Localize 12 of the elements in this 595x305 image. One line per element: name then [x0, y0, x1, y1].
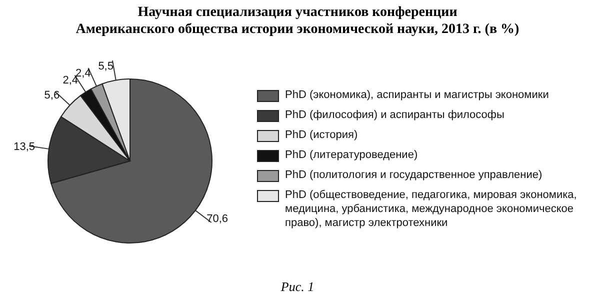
chart-title: Научная специализация участников конференции Американского общества истории экономической науки, 2013 г. (в %): [74, 4, 520, 39]
data-label: 5,5: [98, 60, 114, 72]
text: Рис. 1: [280, 279, 316, 295]
legend-label: PhD (философия) и аспиранты философы: [285, 108, 504, 122]
data-label: 13,5: [14, 140, 36, 153]
legend-label: PhD (экономика), аспиранты и магистры экономики: [285, 88, 549, 102]
legend-label: PhD (история): [285, 128, 358, 142]
data-label: 70,6: [206, 212, 228, 225]
legend-label: PhD (литературоведение): [285, 148, 418, 162]
legend-label: PhD (обществоведение, педагогика, мировая экономика, медицина, урбанистика, международное экономическое право), магистр электротехники: [285, 188, 578, 230]
legend-label: PhD (политология и государственное управление): [285, 168, 542, 182]
data-label: 5,6: [44, 90, 60, 102]
